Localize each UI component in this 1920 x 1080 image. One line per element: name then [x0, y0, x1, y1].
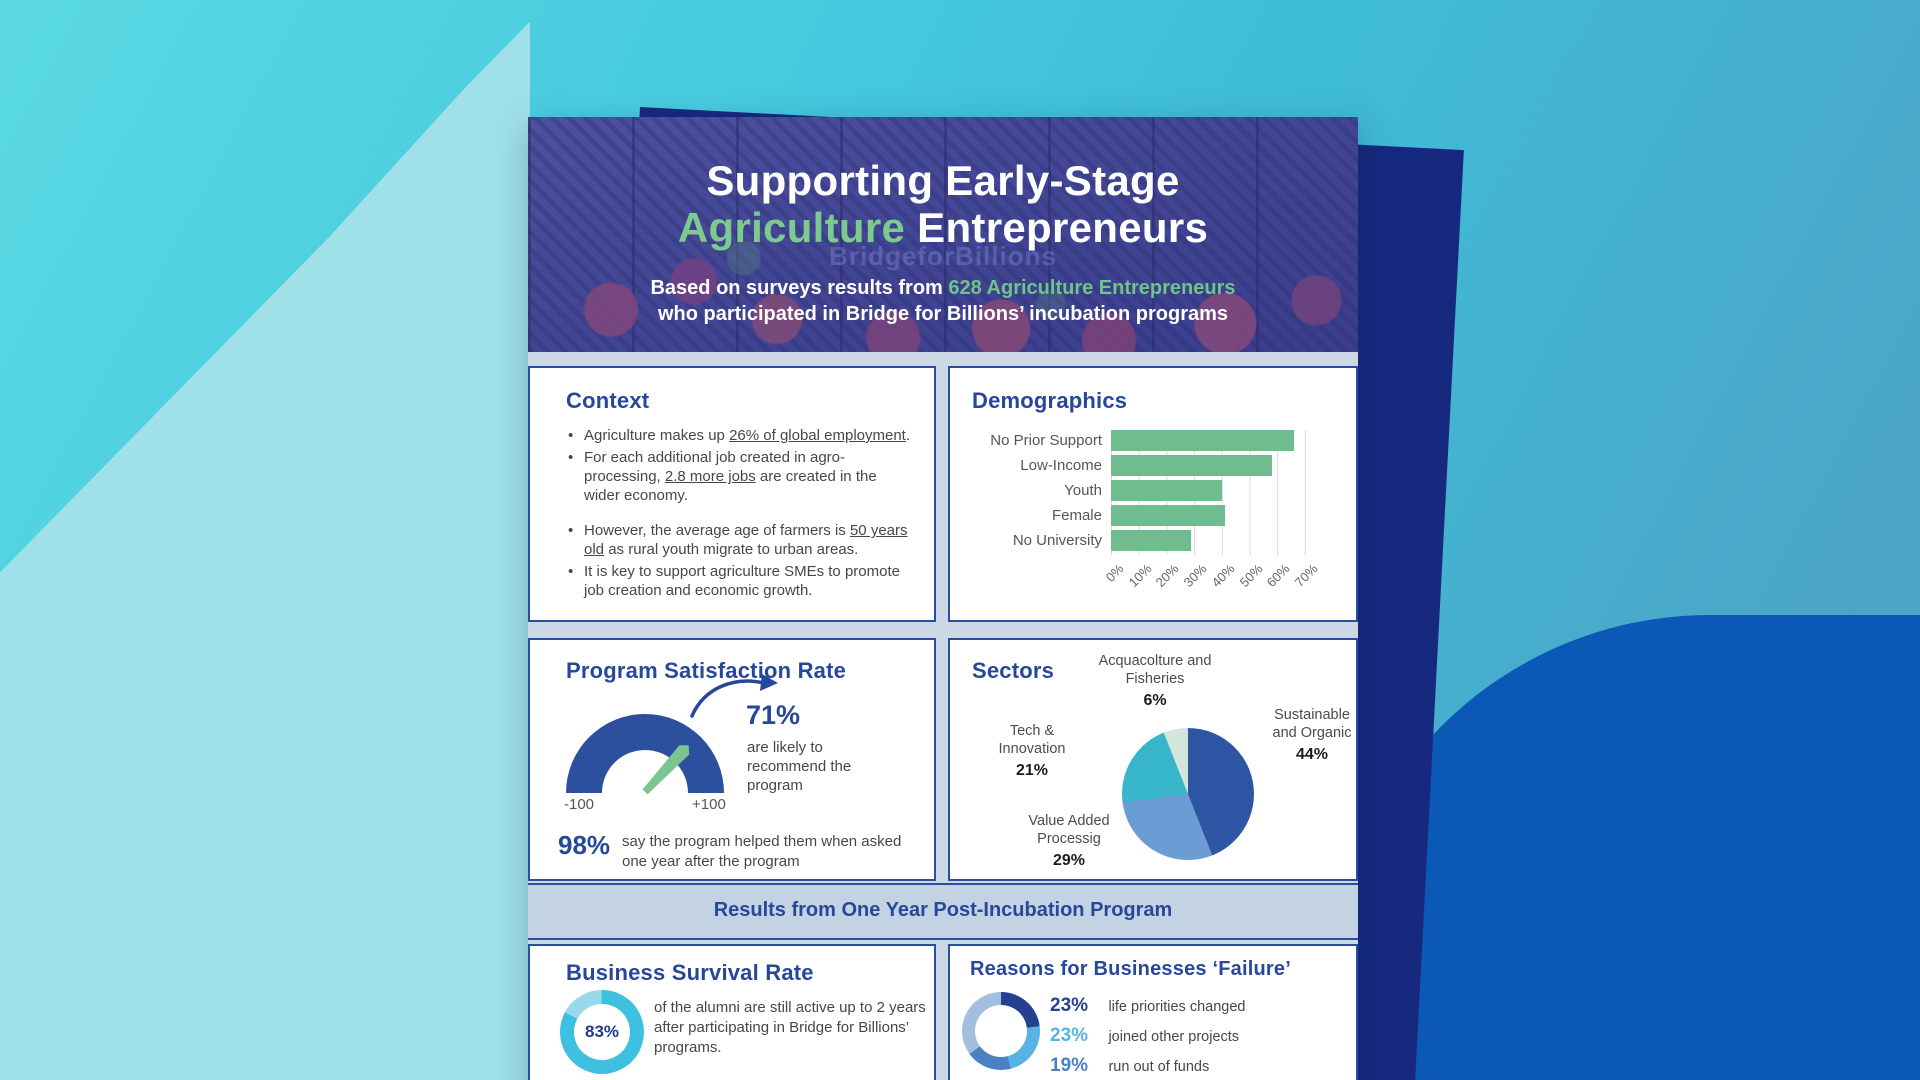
x-tick: 30% [1180, 561, 1210, 591]
satisfaction-heading: Program Satisfaction Rate [566, 658, 847, 683]
satisfaction-panel: Program Satisfaction Rate -100 +100 71% … [528, 638, 936, 881]
brand-watermark: BridgeforBillions [829, 241, 1057, 271]
bar-chart-grid: No Prior Support Low-Income Youth Female… [958, 430, 1350, 555]
survival-text: of the alumni are still active up to 2 y… [654, 999, 926, 1056]
results-banner: Results from One Year Post-Incubation Pr… [528, 883, 1358, 940]
x-tick: 50% [1236, 561, 1266, 591]
bar-label: No Prior Support [990, 432, 1102, 449]
x-tick: 70% [1291, 561, 1321, 591]
context-bullet-2: For each additional job created in agro-… [566, 448, 914, 505]
bar-female [1111, 505, 1225, 526]
demographics-bar-chart: No Prior Support Low-Income Youth Female… [958, 430, 1350, 597]
subtitle-highlight: 628 Agriculture Entrepreneurs [948, 277, 1236, 299]
reasons-panel: Reasons for Businesses ‘Failure’ 23% lif… [948, 944, 1358, 1080]
x-tick: 10% [1125, 561, 1155, 591]
survival-panel: Business Survival Rate 83% of the alumni… [528, 944, 936, 1080]
title-line2-green: Agriculture [677, 204, 906, 251]
demographics-panel: Demographics No Prior Support Low-Income… [948, 366, 1358, 622]
page-subtitle: Based on surveys results from 628 Agricu… [528, 275, 1358, 327]
callout-aquaculture: Acquacolture and Fisheries 6% [1098, 653, 1212, 710]
title-line1: Supporting Early-Stage [706, 157, 1180, 204]
x-tick: 60% [1263, 561, 1293, 591]
reason-item: 19% run out of funds [1050, 1055, 1210, 1076]
reasons-list: 23% life priorities changed 23% joined o… [1050, 994, 1245, 1080]
bar-youth [1111, 480, 1222, 501]
title-line2-rest: Entrepreneurs [905, 204, 1209, 251]
reason-item: 23% joined other projects [1050, 1025, 1240, 1046]
nps-gauge [566, 714, 724, 793]
subtitle-line2: who participated in Bridge for Billions’… [657, 303, 1229, 325]
page-title: Supporting Early-Stage Agriculture Entre… [528, 157, 1358, 251]
bar-low-income [1111, 455, 1272, 476]
gauge-max-label: +100 [692, 796, 726, 813]
bar-chart-plot-area [1111, 430, 1306, 555]
context-heading: Context [566, 388, 650, 413]
bar-no-university [1111, 530, 1192, 551]
gauge-min-label: -100 [564, 796, 595, 813]
donut-hole [975, 1005, 1027, 1057]
demographics-heading: Demographics [972, 388, 1128, 413]
reasons-donut-chart [962, 992, 1040, 1070]
bar-label: Female [1051, 507, 1102, 524]
bar-no-prior-support [1111, 430, 1294, 451]
context-bullets: Agriculture makes up 26% of global emplo… [566, 426, 914, 603]
bar-chart-labels: No Prior Support Low-Income Youth Female… [958, 430, 1102, 555]
sectors-pie-chart [1122, 728, 1254, 860]
infographic-page: BridgeforBillions Supporting Early-Stage… [528, 117, 1358, 1080]
reason-item: 23% life priorities changed [1050, 995, 1246, 1016]
header-photo: BridgeforBillions Supporting Early-Stage… [528, 117, 1358, 352]
sectors-heading: Sectors [972, 658, 1055, 683]
donut-hole [574, 1004, 630, 1060]
callout-tech: Tech & Innovation 21% [998, 723, 1066, 780]
survival-donut-chart: 83% [560, 990, 644, 1074]
x-tick: 40% [1208, 561, 1238, 591]
context-bullet-1: Agriculture makes up 26% of global emplo… [566, 426, 914, 445]
survival-heading: Business Survival Rate [566, 960, 814, 985]
bar-chart-x-axis: 0% 10% 20% 30% 40% 50% 60% 70% [1103, 555, 1321, 597]
context-bullet-4: It is key to support agriculture SMEs to… [566, 562, 914, 600]
context-panel: Context Agriculture makes up 26% of glob… [528, 366, 936, 622]
helped-stat-text: say the program helped them when asked o… [622, 833, 902, 870]
context-bullet-3: However, the average age of farmers is 5… [566, 521, 914, 559]
x-tick: 20% [1153, 561, 1183, 591]
sectors-panel: Sectors Acquacolture and Fisheries 6% Su… [948, 638, 1358, 881]
reasons-heading: Reasons for Businesses ‘Failure’ [970, 958, 1291, 980]
bar-label: Youth [1064, 482, 1102, 499]
header-tint-overlay [528, 117, 1358, 352]
x-tick: 0% [1102, 561, 1127, 585]
curved-arrow-icon [690, 674, 778, 718]
helped-stat-value: 98% [558, 830, 611, 860]
callout-sustainable: Sustainable and Organic 44% [1272, 707, 1352, 764]
nps-score: 71% [746, 700, 801, 730]
survival-value: 83% [584, 1022, 620, 1041]
bar-label: No University [1012, 532, 1102, 549]
bar-label: Low-Income [1020, 457, 1102, 474]
callout-value-added: Value Added Processig 29% [1028, 813, 1110, 870]
nps-score-caption: are likely to recommend the program [747, 739, 852, 795]
subtitle-prefix: Based on surveys results from [650, 277, 949, 299]
background-light-swoosh [0, 21, 530, 1080]
